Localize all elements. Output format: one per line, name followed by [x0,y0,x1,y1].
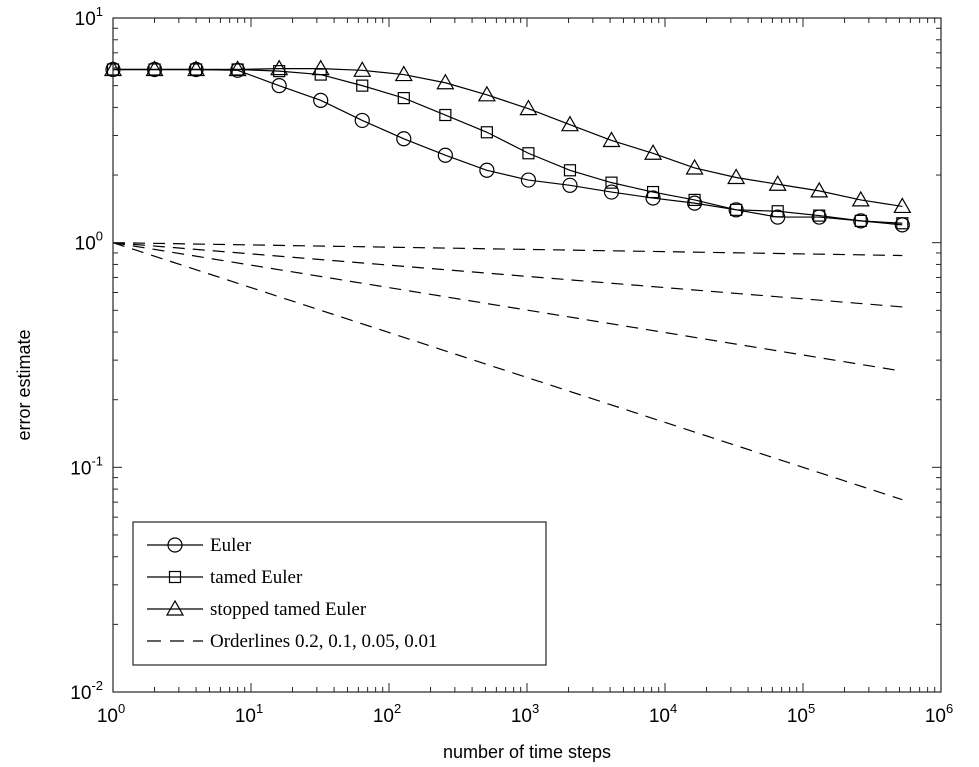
legend-label: Euler [210,535,252,556]
data-point [896,217,909,230]
data-point [522,147,535,160]
data-point [771,205,784,218]
plot-area [103,59,912,501]
data-point [397,92,410,105]
data-point [145,60,164,77]
x-tick-label: 105 [787,701,815,727]
data-point [520,172,537,188]
orderline-0.01 [112,242,903,257]
legend: Euler tamed Euler stopped tamed Euler Order… [132,521,547,666]
series-line [113,68,903,224]
data-point [519,99,538,116]
data-point [685,158,704,175]
data-point [686,195,703,211]
data-point [437,147,453,163]
legend-marker [168,570,182,584]
legend-item-1: tamed Euler [147,567,303,588]
data-point [270,59,289,76]
data-point [480,126,493,139]
data-point [770,209,786,225]
data-point [727,168,746,185]
data-point [439,108,452,122]
y-tick-label: 10-2 [70,678,103,704]
y-tick-label: 100 [75,229,103,255]
data-point [646,185,660,199]
series-line [113,68,903,208]
series-2 [103,59,912,214]
orderline-0.1 [112,242,903,372]
series-1 [106,63,909,230]
x-tick-label: 103 [511,701,539,727]
data-point [560,115,579,132]
orderline-0.2 [112,242,903,501]
data-point [854,214,867,227]
legend-label: stopped tamed Euler [210,599,367,620]
data-point [396,131,412,147]
legend-label: tamed Euler [210,567,303,588]
legend-marker [165,599,185,616]
data-point [354,112,370,129]
data-point [477,85,496,102]
data-point [356,79,369,92]
data-point [768,175,787,191]
data-point [893,197,912,214]
legend-marker [167,537,183,553]
data-point [187,60,206,77]
data-point [688,193,701,207]
data-point [562,177,578,193]
data-point [810,181,829,198]
data-point [436,73,455,90]
data-point [813,209,826,222]
legend-label: Orderlines 0.2, 0.1, 0.05, 0.01 [210,631,437,652]
y-tick-label: 101 [75,4,103,30]
data-point [644,144,663,160]
axes: 100 101 102 103 104 105 106 10-2 10-1 100 101 [70,4,953,727]
data-point [479,162,495,178]
x-tick-label: 100 [97,701,125,727]
y-tick-label: 10-1 [70,453,103,479]
data-point [311,59,330,76]
x-tick-label: 104 [649,701,677,727]
data-point [730,203,743,216]
legend-item-0: Euler [147,535,252,556]
data-point [645,190,661,206]
data-point [603,184,620,200]
x-axis-title: number of time steps [443,742,611,762]
series-0 [105,61,910,233]
legend-item-2: stopped tamed Euler [147,599,367,620]
data-point [313,92,329,108]
data-point [271,78,287,94]
data-point [394,65,413,82]
series-3 [112,242,903,501]
legend-item-3: Orderlines 0.2, 0.1, 0.05, 0.01 [147,631,437,652]
data-point [353,61,372,77]
data-point [605,176,618,189]
x-tick-label: 101 [235,701,263,727]
orderline-0.05 [112,242,903,308]
data-point [563,164,577,177]
data-point [602,131,621,148]
data-point [228,60,247,77]
series-line [113,68,903,226]
x-tick-label: 102 [373,701,401,727]
data-point [851,190,870,207]
x-tick-label: 106 [925,701,953,727]
y-axis-title: error estimate [14,329,34,440]
